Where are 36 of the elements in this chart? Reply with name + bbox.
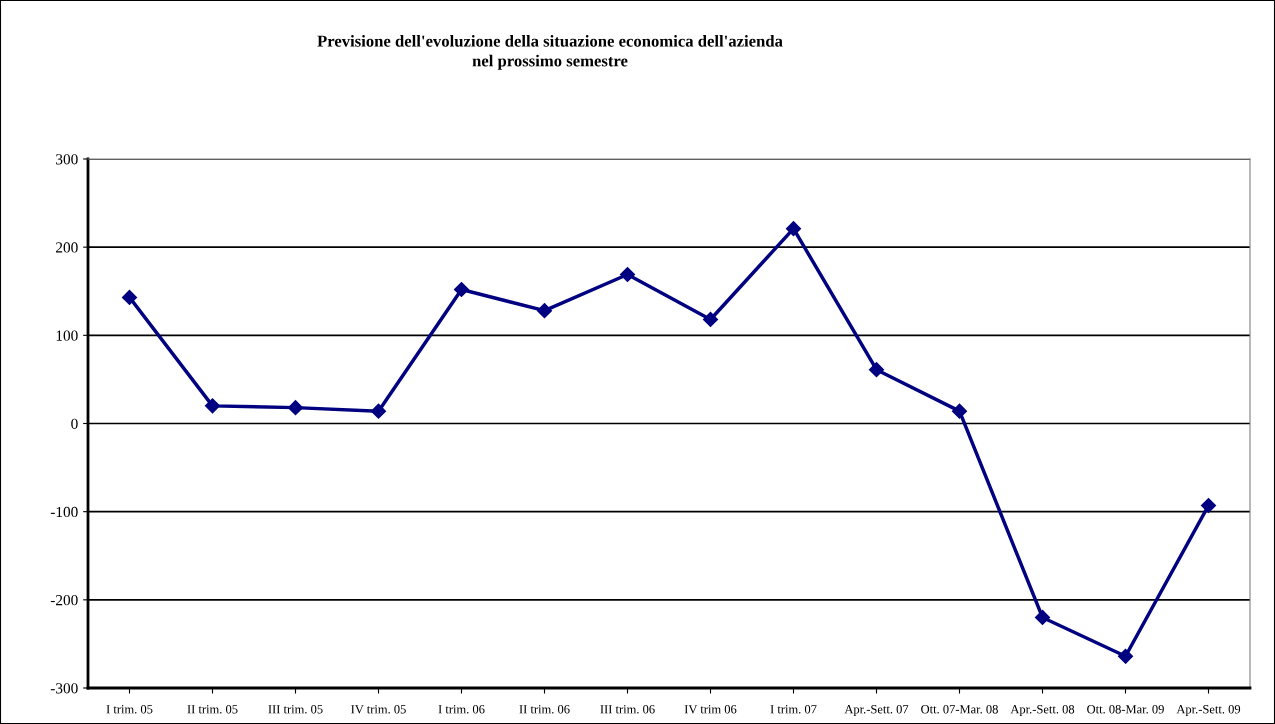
- point: [785, 221, 802, 237]
- point: [121, 289, 138, 305]
- point: [453, 281, 470, 298]
- x-tick-label: Ott. 08-Mar. 09: [1087, 705, 1164, 714]
- point: [619, 266, 636, 283]
- y-tick-label: 200: [56, 242, 78, 253]
- x-tick-label: Apr.-Sett. 08: [1010, 705, 1075, 716]
- x-tick-label: Ott. 07-Mar. 08: [921, 705, 998, 714]
- point: [1034, 609, 1051, 626]
- y-tick-label: 300: [56, 154, 78, 165]
- x-tick-label: Apr.-Sett. 07: [844, 705, 909, 716]
- y-tick-label: 0: [71, 418, 78, 429]
- x-tick-label: II trim. 06: [519, 705, 570, 714]
- point: [1200, 497, 1217, 514]
- chart-title: Previsione dell'evoluzione della situazione economica dell'azienda nel prossimo semestre: [317, 35, 783, 70]
- x-tick-label: III trim. 05: [268, 705, 323, 714]
- x-tick-label: I trim. 07: [770, 705, 817, 714]
- y-tick-label: -300: [50, 683, 78, 694]
- point: [204, 398, 221, 414]
- x-tick-label: I trim. 05: [106, 705, 153, 714]
- y-tick-label: -100: [50, 506, 78, 518]
- point: [287, 400, 304, 416]
- point: [951, 403, 968, 419]
- point: [536, 303, 553, 319]
- x-tick-label: III trim. 06: [600, 705, 655, 714]
- point: [702, 311, 719, 328]
- x-tick-label: II trim. 05: [187, 705, 238, 714]
- x-tick-label: I trim. 06: [438, 705, 485, 714]
- y-tick-label: 100: [56, 330, 78, 341]
- point: [868, 362, 885, 378]
- point: [370, 403, 387, 419]
- y-tick-label: -200: [50, 594, 78, 606]
- x-tick-label: IV trim. 05: [351, 705, 406, 714]
- x-tick-label: Apr.-Sett. 09: [1176, 705, 1241, 716]
- x-tick-label: IV trim 06: [684, 705, 737, 714]
- point: [1117, 648, 1134, 664]
